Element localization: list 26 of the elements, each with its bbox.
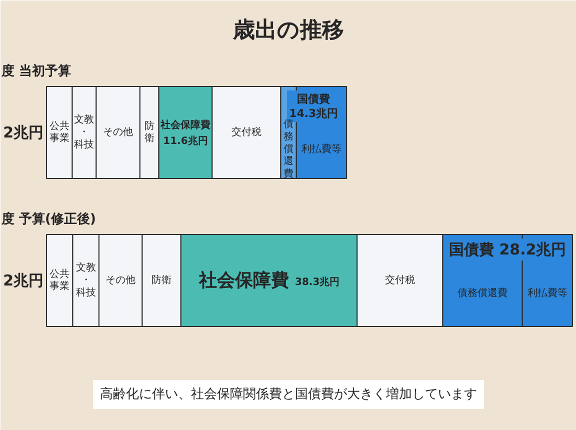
series-label: 公共事業 — [49, 120, 70, 144]
text: 債務償還費 — [458, 288, 508, 299]
text: 利払費等 — [301, 144, 342, 155]
text: 2兆円 — [3, 272, 44, 290]
series-label: その他 — [106, 274, 136, 286]
annotation: 国債費 28.2兆円 — [448, 240, 566, 258]
text: 防衛 — [152, 275, 172, 286]
series-label: 社会保障費 — [159, 119, 210, 131]
data-label: 38.3兆円 — [295, 276, 340, 288]
text: 高齢化に伴い、社会保障関係費と国債費が大きく増加しています — [100, 386, 477, 402]
series-label: 債務償還費 — [284, 118, 294, 180]
annotation: 国債費 14.3兆円 — [289, 92, 338, 120]
text: 文教・科技 — [76, 262, 96, 298]
series-label: 文教・科技 — [74, 114, 94, 150]
text: 2兆円 — [3, 124, 44, 142]
y-tick-label: 度 予算(修正後) — [0, 211, 96, 227]
y-tick-label: 度 当初予算 — [0, 63, 72, 79]
series-label: 交付税 — [231, 126, 262, 138]
text: その他 — [103, 127, 134, 138]
text: 公共事業 — [50, 268, 70, 292]
text: 交付税 — [384, 275, 415, 286]
series-label: 利払費等 — [527, 286, 568, 299]
data-label: 11.6兆円 — [163, 135, 208, 147]
series-label: 防衛 — [144, 120, 154, 144]
text: 社会保障費 — [199, 270, 290, 291]
chart-title: 歳出の推移 — [232, 18, 344, 43]
